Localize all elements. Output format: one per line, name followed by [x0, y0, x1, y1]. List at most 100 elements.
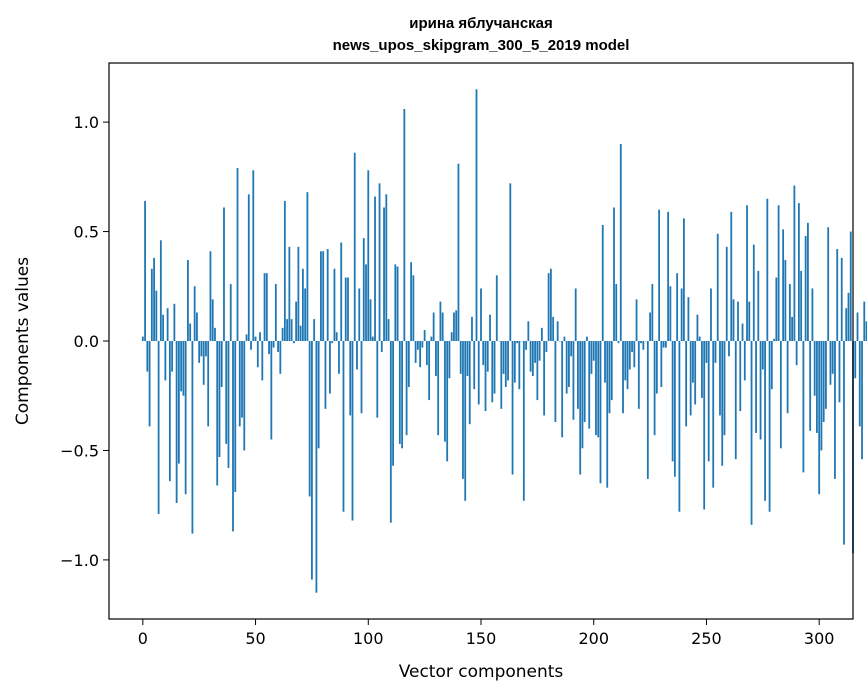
- bar: [728, 341, 730, 357]
- bar: [157, 341, 160, 514]
- bar: [290, 319, 293, 341]
- bar: [502, 341, 505, 374]
- bar: [782, 229, 785, 341]
- bar: [804, 235, 807, 341]
- bar: [527, 321, 530, 341]
- bar: [840, 257, 843, 341]
- bar: [635, 299, 638, 341]
- bar: [295, 301, 298, 341]
- bar: [340, 242, 343, 341]
- bar: [484, 341, 487, 412]
- bar: [766, 198, 769, 341]
- bar: [784, 260, 787, 341]
- bar: [200, 341, 203, 357]
- bar: [299, 325, 302, 341]
- bar: [615, 284, 618, 341]
- bar: [459, 341, 462, 374]
- bar: [241, 341, 243, 418]
- bar: [723, 341, 726, 436]
- bar: [759, 341, 762, 440]
- y-tick-label: −1.0: [60, 551, 99, 570]
- bar: [401, 341, 403, 449]
- bar: [473, 341, 476, 390]
- bar: [845, 308, 848, 341]
- bar: [725, 246, 728, 341]
- bar: [703, 341, 706, 510]
- bar: [338, 341, 340, 374]
- bar: [610, 341, 613, 401]
- bar: [642, 341, 645, 350]
- bar: [777, 205, 780, 341]
- bar: [856, 312, 859, 341]
- bar: [353, 152, 356, 341]
- bar: [187, 260, 189, 341]
- bar: [360, 341, 363, 414]
- bar: [531, 341, 534, 377]
- bar: [768, 341, 771, 512]
- bar: [342, 341, 345, 512]
- bar: [202, 341, 205, 385]
- bar: [220, 341, 223, 387]
- bar: [640, 341, 642, 344]
- bar: [234, 341, 237, 493]
- bar: [376, 341, 379, 418]
- bar: [770, 341, 773, 390]
- bar: [466, 341, 469, 377]
- bar: [516, 341, 518, 344]
- bar: [486, 341, 489, 372]
- bar: [755, 341, 757, 433]
- bar: [583, 341, 586, 422]
- bar: [306, 192, 309, 341]
- bar: [795, 341, 798, 366]
- bar: [256, 341, 259, 368]
- bar: [863, 301, 866, 341]
- bar: [477, 341, 480, 405]
- bar: [829, 341, 832, 385]
- bar: [592, 341, 595, 361]
- bar: [588, 341, 591, 429]
- bar: [543, 341, 546, 416]
- bar: [268, 341, 270, 355]
- bar: [396, 266, 399, 341]
- bar: [529, 341, 532, 372]
- bar: [525, 341, 527, 350]
- bar: [471, 316, 473, 341]
- bar: [371, 336, 374, 341]
- bar: [247, 194, 250, 341]
- bar: [214, 327, 216, 341]
- bar: [547, 273, 550, 341]
- bar: [797, 203, 800, 341]
- bar: [689, 341, 692, 416]
- bar: [358, 288, 361, 341]
- bar: [475, 89, 478, 342]
- bar: [398, 341, 401, 444]
- bar: [428, 341, 431, 401]
- bar: [378, 183, 381, 341]
- bar: [748, 301, 751, 341]
- bar: [432, 312, 435, 341]
- bar: [455, 310, 458, 341]
- bar: [315, 341, 318, 593]
- bar: [608, 341, 611, 414]
- bar: [509, 183, 512, 341]
- y-tick-label: −0.5: [60, 441, 99, 460]
- bar: [843, 341, 845, 545]
- x-axis-label: Vector components: [399, 662, 564, 682]
- bar: [827, 227, 830, 341]
- bar: [326, 249, 329, 341]
- bar: [453, 312, 455, 341]
- bar: [825, 341, 827, 409]
- bar: [207, 341, 210, 427]
- bar: [489, 314, 491, 341]
- bar: [351, 341, 354, 521]
- bar: [513, 341, 516, 383]
- bar: [182, 341, 185, 396]
- bar: [563, 336, 566, 341]
- bar: [698, 336, 701, 341]
- bar: [254, 336, 257, 341]
- bar: [791, 316, 794, 341]
- bar: [809, 341, 812, 431]
- bar: [536, 341, 539, 401]
- bar: [320, 251, 322, 341]
